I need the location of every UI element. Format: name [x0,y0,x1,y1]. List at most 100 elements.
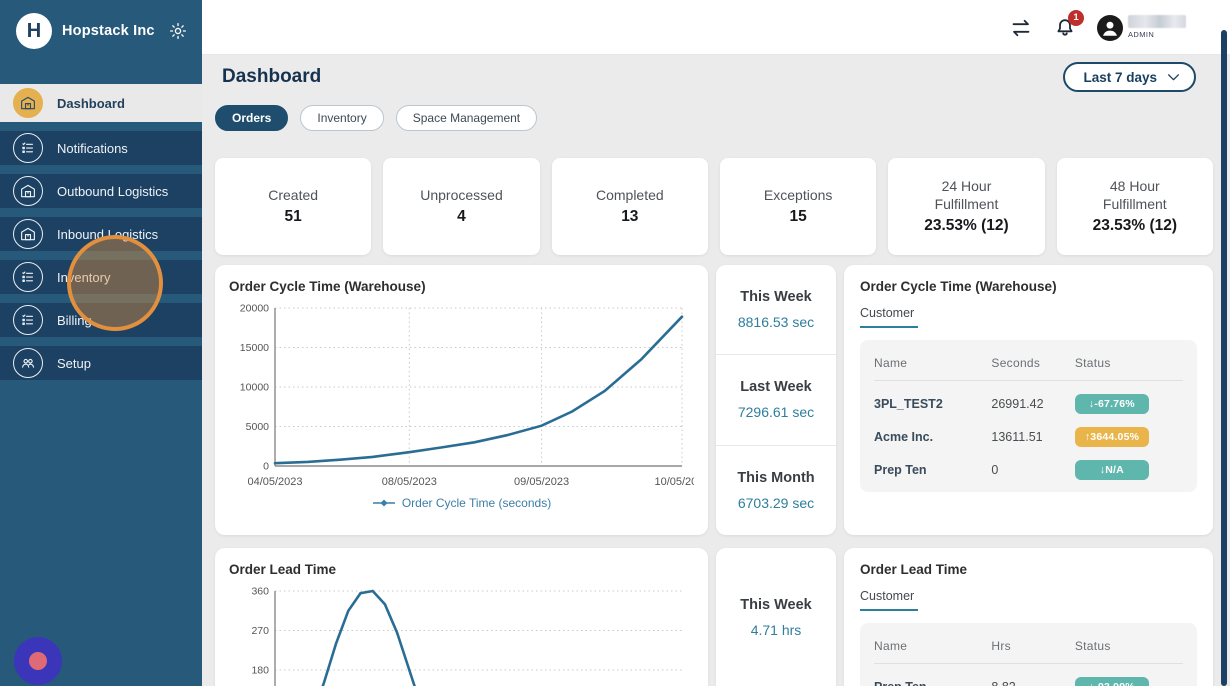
user-role-label: ADMIN [1128,29,1155,39]
col-header-hrs: Hrs [991,639,1011,653]
stat-card-created: Created 51 [215,158,372,255]
warehouse-icon [13,176,43,206]
sidebar-item-label: Setup [57,355,91,371]
chevron-down-icon [1167,73,1180,80]
order-cycle-time-table-card: Order Cycle Time (Warehouse) Customer Na… [844,265,1213,535]
table-card-title: Order Lead Time [860,562,968,577]
warehouse-icon [13,88,43,118]
table-row: 3PL_TEST2 26991.42 ↓-67.76% [874,381,1183,414]
cell-value: 8.82 [991,680,1074,686]
status-badge: ↓-67.76% [1074,394,1149,414]
brand-name: Hopstack Inc [62,23,155,39]
cell-value: 0 [991,463,999,477]
main-content: Dashboard Last 7 days Orders Inventory S… [202,55,1230,686]
summary-value: 7296.61 sec [737,404,815,421]
page-title: Dashboard [222,66,322,87]
dashboard-tabs: Orders Inventory Space Management [215,105,538,131]
sidebar-item-outbound-logistics[interactable]: Outbound Logistics [0,174,202,208]
sidebar-item-label: Notifications [57,140,128,156]
sidebar-item-label: Inbound Logistics [57,226,159,242]
summary-this-week: This Week 4.71 hrs [716,548,836,686]
brand-initial: H [26,19,42,42]
status-badge: ↑3644.05% [1074,427,1150,447]
table-row: Prep Ten 0 ↓N/A [874,447,1183,480]
col-header-status: Status [1074,639,1111,653]
cell-name: Acme Inc. [874,430,934,444]
legend-label: Order Cycle Time (seconds) [401,496,552,510]
svg-text:5000: 5000 [246,421,270,433]
order-cycle-time-chart: 0 5000 10000 15000 20000 04/05/2023 08/05/2023… [240,303,694,489]
col-header-status: Status [1074,356,1111,370]
recording-dot [29,652,47,670]
topbar-icons: 1 ADMIN [1009,0,1186,55]
svg-text:10/05/2023: 10/05/2023 [654,476,694,488]
svg-text:08/05/2023: 08/05/2023 [382,476,437,488]
date-range-dropdown[interactable]: Last 7 days [1063,62,1196,92]
svg-text:20000: 20000 [240,303,269,315]
cell-name: Prep Ten [874,680,991,686]
stat-label: 48 Hour Fulfillment [1102,178,1167,212]
stat-card-exceptions: Exceptions 15 [719,158,877,255]
sidebar-item-inbound-logistics[interactable]: Inbound Logistics [0,217,202,251]
svg-text:270: 270 [251,625,269,637]
sidebar-nav: Dashboard Notifications Outbound Logisti… [0,84,202,389]
list-icon [13,262,43,292]
summary-value: 6703.29 sec [737,494,815,511]
customer-table: Name Seconds Status 3PL_TEST2 26991.42 ↓… [860,340,1197,492]
tab-orders[interactable]: Orders [215,105,289,131]
brand: H Hopstack Inc [0,0,202,49]
summary-this-month: This Month 6703.29 sec [716,444,836,535]
svg-text:15000: 15000 [240,342,269,354]
window-scrollbar-thumb[interactable] [1221,30,1227,686]
stat-label: Created [268,186,319,203]
sidebar-item-notifications[interactable]: Notifications [0,131,202,165]
list-icon [13,305,43,335]
stat-value: 4 [457,208,466,226]
sidebar-item-label: Dashboard [57,95,125,111]
warehouse-icon [13,219,43,249]
notification-count-badge: 1 [1068,9,1084,26]
table-row: Acme Inc. 13611.51 ↑3644.05% [874,414,1183,447]
sidebar-item-label: Outbound Logistics [57,183,169,199]
table-header-row: Name Seconds Status [874,352,1183,381]
stat-value: 23.53% (12) [924,217,1009,234]
tab-customer[interactable]: Customer [860,306,918,328]
table-card-title: Order Cycle Time (Warehouse) [860,279,1057,294]
tab-inventory[interactable]: Inventory [300,105,384,131]
order-lead-summary-card: This Week 4.71 hrs Last Week [716,548,836,686]
summary-label: This Month [737,469,815,486]
sidebar-item-label: Inventory [57,269,111,285]
order-cycle-summary-card: This Week 8816.53 sec Last Week 7296.61 … [716,265,836,535]
svg-text:09/05/2023: 09/05/2023 [514,476,569,488]
sidebar-item-label: Billing [57,312,92,328]
avatar-icon [1097,14,1123,41]
svg-text:180: 180 [251,665,269,677]
stat-value: 15 [789,208,807,226]
sidebar-item-inventory[interactable]: Inventory [0,260,202,294]
tab-customer[interactable]: Customer [860,589,918,611]
chart-title: Order Cycle Time (Warehouse) [229,279,426,294]
order-lead-time-chart-card: Order Lead Time 090180270360 [215,548,708,686]
notifications-bell-icon[interactable]: 1 [1053,9,1084,40]
user-menu[interactable]: ADMIN [1097,14,1186,41]
transfer-arrows-icon[interactable] [1009,16,1033,40]
order-cycle-time-chart-card: Order Cycle Time (Warehouse) 0 5000 10000 1… [215,265,708,535]
order-lead-time-table-card: Order Lead Time Customer Name Hrs Status… [844,548,1213,686]
user-meta: ADMIN [1128,14,1186,39]
status-badge: ↓N/A [1074,460,1149,480]
recording-indicator[interactable] [14,637,62,685]
sidebar-item-billing[interactable]: Billing [0,303,202,337]
settings-gear-icon[interactable] [168,21,188,41]
cell-value: 13611.51 [991,430,1043,444]
user-name-redacted [1128,14,1186,28]
sidebar-item-dashboard[interactable]: Dashboard [0,84,202,122]
tab-space-management[interactable]: Space Management [395,105,538,131]
svg-text:04/05/2023: 04/05/2023 [247,476,302,488]
users-icon [13,348,43,378]
chart-title: Order Lead Time [229,562,337,577]
sidebar-item-setup[interactable]: Setup [0,346,202,380]
list-icon [13,133,43,163]
summary-label: This Week [740,597,812,614]
stat-label: Unprocessed [420,186,503,203]
table-row: Prep Ten 8.82 ↓-93.99% [874,664,1183,686]
